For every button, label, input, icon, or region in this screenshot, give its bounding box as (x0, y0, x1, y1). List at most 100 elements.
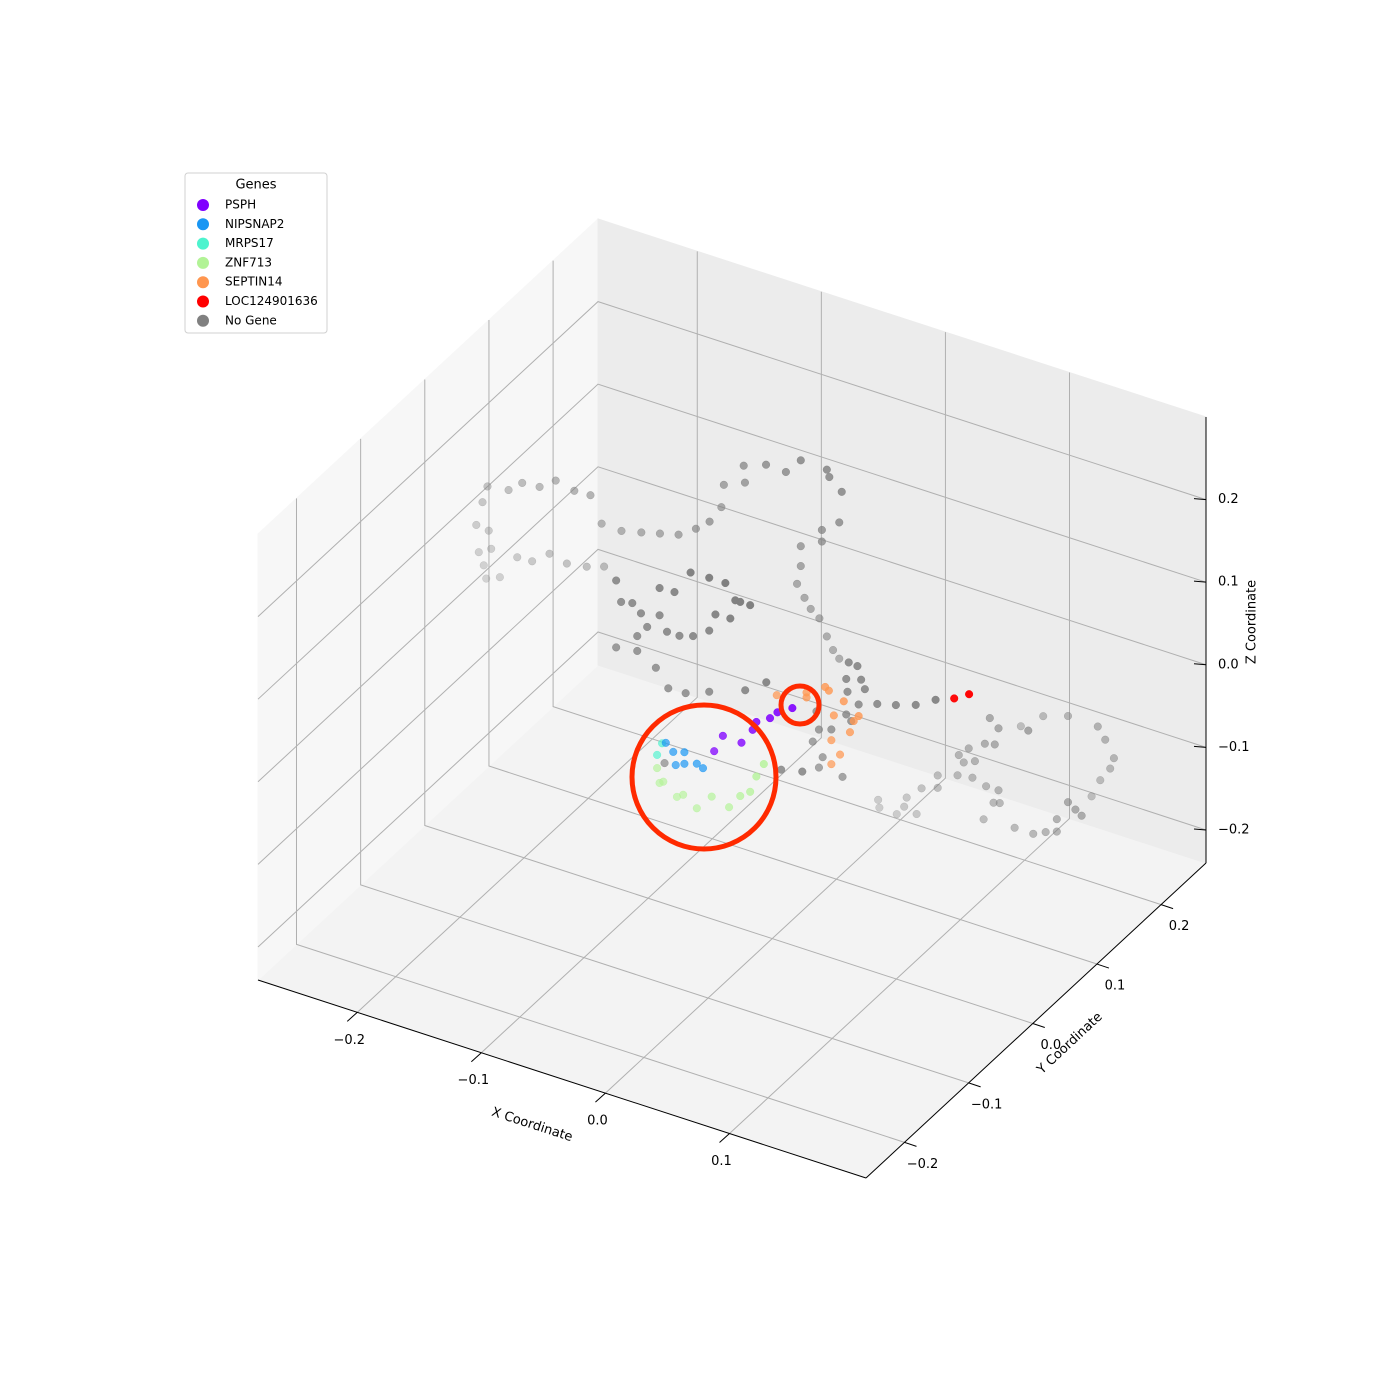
point (482, 574, 491, 583)
point (788, 704, 797, 713)
point (1101, 735, 1110, 744)
legend-label: No Gene (225, 313, 277, 327)
point (741, 686, 750, 695)
z-tick-label: −0.2 (1218, 822, 1250, 837)
point (674, 530, 683, 539)
point (829, 711, 838, 720)
x-axis-label: X Coordinate (490, 1105, 575, 1145)
point (1029, 829, 1038, 838)
legend-label: PSPH (225, 198, 256, 212)
y-tick-label: 0.0 (1040, 1038, 1061, 1053)
legend: Genes PSPH NIPSNAP2 MRPS17 ZNF713 SEPTIN14 LO… (184, 172, 328, 334)
legend-title: Genes (235, 178, 276, 193)
point (902, 793, 911, 802)
point (651, 663, 660, 672)
point (582, 562, 591, 571)
point (1063, 798, 1073, 807)
legend-label: MRPS17 (225, 236, 274, 250)
point (959, 758, 968, 767)
point (822, 632, 831, 641)
z-tick (1193, 580, 1207, 583)
point (990, 740, 999, 749)
point (1039, 712, 1048, 721)
z-tick (1193, 745, 1207, 748)
point (487, 544, 496, 553)
grid-line (257, 466, 1207, 783)
legend-marker (197, 276, 209, 289)
point (737, 738, 746, 747)
y-tick-label: −0.1 (971, 1097, 1003, 1112)
point (814, 763, 824, 772)
point (759, 759, 768, 769)
point (835, 750, 845, 759)
point (808, 737, 817, 746)
x-tick-label: 0.1 (711, 1154, 732, 1169)
point (1024, 726, 1033, 735)
point (954, 751, 963, 760)
point (705, 517, 714, 526)
point (680, 759, 689, 768)
y-tick (1096, 963, 1110, 969)
point (849, 716, 858, 726)
point (705, 626, 714, 635)
point (950, 694, 959, 703)
point (874, 795, 883, 804)
z-tick (1193, 828, 1207, 831)
point (535, 482, 544, 491)
legend-marker (197, 314, 209, 327)
point (637, 528, 646, 537)
point (1106, 764, 1115, 773)
point (689, 632, 698, 641)
point (705, 573, 714, 582)
panes (257, 217, 1207, 1179)
point (698, 764, 708, 773)
legend-label: SEPTIN14 (225, 275, 283, 289)
point (669, 747, 678, 756)
highlight-circle (778, 683, 822, 727)
point (680, 748, 689, 757)
x-tick-label: −0.2 (333, 1033, 365, 1048)
point (717, 503, 726, 512)
point (994, 786, 1003, 795)
point (817, 525, 826, 535)
point (617, 526, 626, 535)
point (726, 614, 735, 623)
point (472, 520, 481, 529)
point (721, 578, 730, 588)
point (478, 498, 487, 507)
point (970, 757, 979, 766)
point (1093, 722, 1102, 731)
x-tick (719, 1133, 730, 1143)
y-tick (1032, 1022, 1045, 1028)
point (995, 799, 1004, 808)
point (931, 695, 940, 704)
point (636, 609, 646, 618)
point (653, 750, 662, 759)
x-tick (595, 1092, 606, 1103)
grid (257, 251, 1207, 1143)
point (513, 553, 522, 562)
point (655, 529, 664, 538)
z-axis-label: Z Coordinate (1245, 580, 1260, 664)
x-tick-label: −0.1 (458, 1073, 490, 1088)
point (484, 526, 493, 535)
point (891, 701, 900, 710)
legend-marker (197, 199, 209, 211)
point (933, 783, 942, 792)
point (752, 772, 761, 781)
point (796, 561, 805, 571)
point (1041, 828, 1050, 837)
point (495, 573, 504, 582)
point (814, 725, 824, 734)
point (1096, 776, 1105, 785)
grid-line (424, 379, 1033, 1024)
point (892, 810, 901, 819)
point (964, 744, 973, 753)
point (842, 674, 851, 684)
point (479, 561, 488, 570)
point (612, 576, 621, 585)
point (1109, 754, 1118, 763)
point (762, 678, 771, 687)
z-tick-label: 0.0 (1218, 657, 1239, 672)
point (653, 764, 662, 773)
